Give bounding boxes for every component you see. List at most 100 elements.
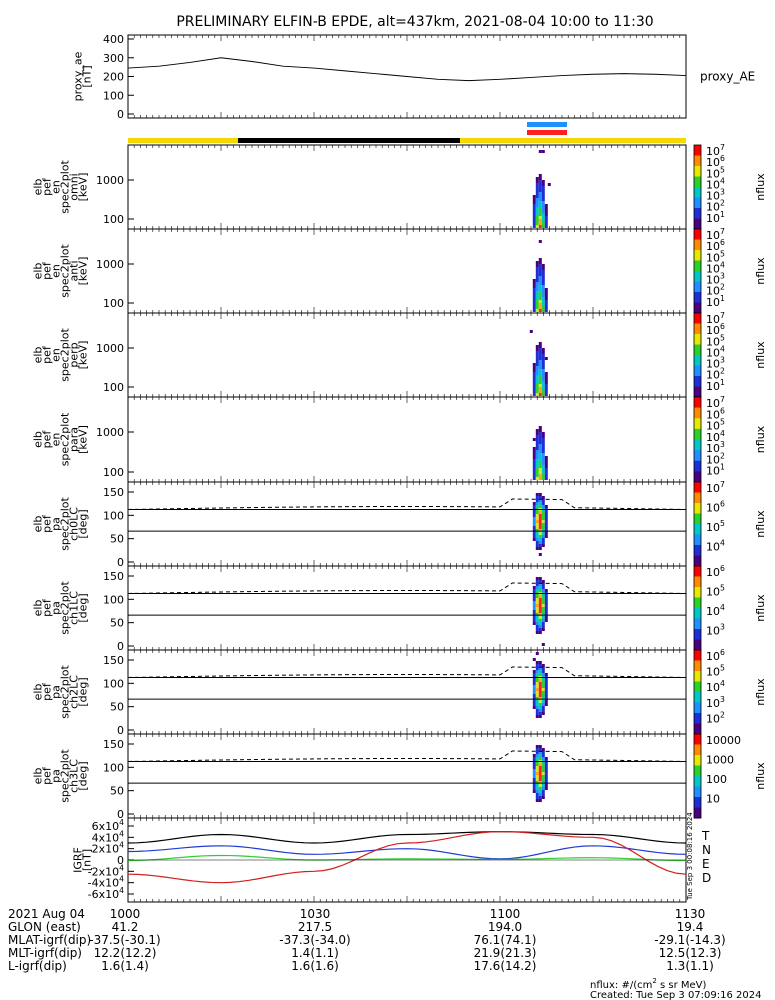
- spectro-cell: [544, 378, 548, 381]
- ylabel-line: elb: [32, 347, 45, 364]
- spectro-cell: [538, 553, 542, 556]
- ylabel-line: pa: [50, 601, 63, 615]
- spectro-cell: [535, 604, 539, 607]
- spectro-cell: [532, 604, 536, 607]
- ylabel-line: pef: [41, 345, 54, 364]
- spectro-cell: [535, 505, 539, 508]
- spectro-cell: [541, 748, 545, 751]
- spectro-cell: [541, 517, 545, 520]
- spectro-cell: [541, 673, 545, 676]
- panel-ylabel: proxy_ae[nT]: [72, 51, 94, 101]
- spectro-cell: [541, 369, 545, 372]
- ytick-label: -6x104: [88, 886, 124, 901]
- spectro-cell: [541, 763, 545, 766]
- spectro-cell: [544, 474, 548, 477]
- spectro-cell: [535, 354, 539, 357]
- ylabel-line: en: [50, 433, 63, 447]
- panel-proxy_ae: proxy_ae[nT] 0 100 200 300 400 proxy_AE: [72, 33, 756, 121]
- spectro-cell: [538, 712, 542, 715]
- spectro-cell: [538, 535, 542, 538]
- spectro-cell: [535, 351, 539, 354]
- spectro-cell: [541, 435, 545, 438]
- spectrogram: [532, 426, 548, 480]
- spectro-cell: [538, 300, 542, 303]
- spectro-cell: [538, 541, 542, 544]
- spectro-cell: [535, 447, 539, 450]
- spectro-cell: [541, 348, 545, 351]
- colorbar-segment: [694, 629, 701, 640]
- spectro-cell: [541, 691, 545, 694]
- spectro-cell: [541, 219, 545, 222]
- spectro-cell: [541, 688, 545, 691]
- spectro-cell: [541, 610, 545, 613]
- pa-dashed-curve: [127, 582, 687, 594]
- spectrogram: [529, 330, 548, 396]
- spectro-cell: [541, 375, 545, 378]
- ylabel-line: pa: [50, 685, 63, 699]
- spectro-cell: [532, 393, 536, 396]
- spectro-cell: [538, 210, 542, 213]
- ylabel-line: anti: [68, 260, 81, 281]
- spectro-cell: [538, 348, 542, 351]
- spectro-cell: [538, 372, 542, 375]
- ytick-label: 100: [103, 89, 124, 102]
- spectro-cell: [544, 297, 548, 300]
- spectro-cell: [538, 219, 542, 222]
- spectro-cell: [538, 222, 542, 225]
- pa-dashed-curve: [127, 750, 687, 762]
- footer-value: 1030: [300, 907, 331, 921]
- colorbar-segment: [694, 145, 701, 156]
- spectro-cell: [541, 586, 545, 589]
- spectro-cell: [535, 186, 539, 189]
- spectro-cell: [538, 715, 542, 718]
- ylabel-line: elb: [32, 263, 45, 280]
- spectro-cell: [535, 745, 539, 748]
- spectro-cell: [535, 763, 539, 766]
- spectro-cell: [538, 709, 542, 712]
- spectrogram: [532, 577, 548, 646]
- spectro-cell: [544, 213, 548, 216]
- spectro-cell: [535, 189, 539, 192]
- spectro-cell: [535, 372, 539, 375]
- spectro-cell: [532, 297, 536, 300]
- spectro-cell: [538, 264, 542, 267]
- ylabel-line: elb: [32, 431, 45, 448]
- spectro-cell: [538, 444, 542, 447]
- spectro-cell: [535, 345, 539, 348]
- spectro-cell: [535, 799, 539, 802]
- spectro-cell: [544, 595, 548, 598]
- spectro-cell: [535, 273, 539, 276]
- ylabel-line: elb: [32, 516, 45, 533]
- ylabel-line: ch1LC: [68, 591, 81, 625]
- spectro-cell: [538, 267, 542, 270]
- spectro-cell: [541, 300, 545, 303]
- spectro-cell: [538, 354, 542, 357]
- ylabel-line: pef: [41, 598, 54, 617]
- spectro-cell: [538, 673, 542, 676]
- spectro-cell: [544, 294, 548, 297]
- spectro-cell: [538, 502, 542, 505]
- spectro-cell: [538, 276, 542, 279]
- ytick-label: 100: [103, 213, 124, 226]
- spectro-cell: [544, 598, 548, 601]
- spectro-cell: [541, 580, 545, 583]
- spectro-cell: [535, 192, 539, 195]
- footer-value: 1100: [490, 907, 521, 921]
- colorbar-segment: [694, 503, 701, 514]
- spectro-cell: [535, 778, 539, 781]
- spectro-cell: [532, 622, 536, 625]
- spectro-cell: [538, 787, 542, 790]
- plot-layers: proxy_ae[nT]0100200300400proxy_AEelbpefe…: [8, 33, 767, 1000]
- spectro-cell: [541, 441, 545, 444]
- bar-yellow-right: [460, 138, 686, 143]
- spectro-cell: [544, 613, 548, 616]
- colorbar-segment: [694, 239, 701, 251]
- spectro-cell: [535, 790, 539, 793]
- spectro-cell: [541, 453, 545, 456]
- footer-value: 217.5: [298, 920, 332, 934]
- spectro-cell: [535, 679, 539, 682]
- spectro-cell: [532, 685, 536, 688]
- spectro-cell: [538, 309, 542, 312]
